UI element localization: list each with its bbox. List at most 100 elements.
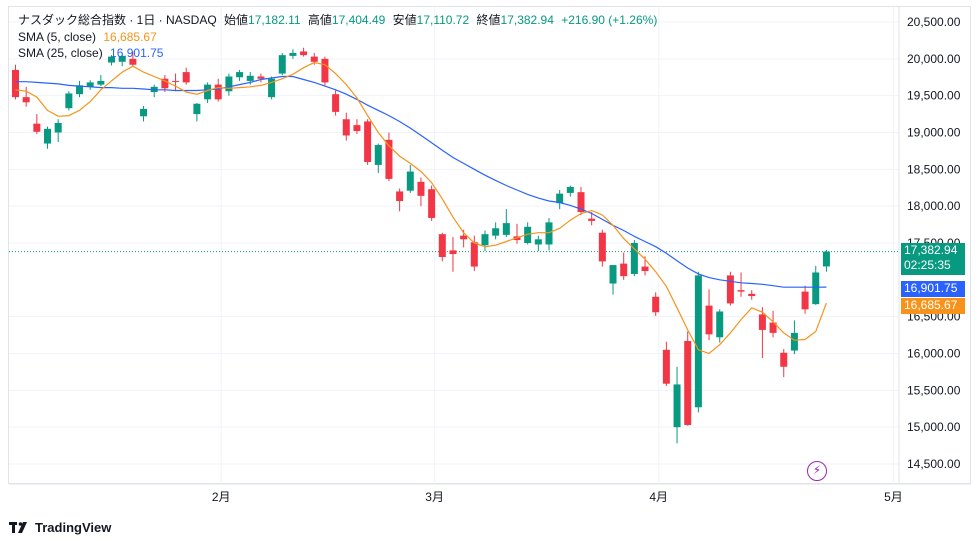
candle-body xyxy=(694,275,702,408)
candle xyxy=(684,331,692,426)
candle-body xyxy=(140,108,148,117)
candle xyxy=(353,119,361,134)
candle-body xyxy=(332,94,340,112)
candle xyxy=(118,54,126,67)
x-tick-label: 5月 xyxy=(884,490,903,504)
candle xyxy=(161,75,169,92)
candle xyxy=(716,309,724,343)
candle xyxy=(396,188,404,212)
legend-high-label: 高値 xyxy=(307,13,332,27)
candle-body xyxy=(716,311,724,338)
candle-body xyxy=(385,139,393,179)
candle-body xyxy=(396,191,404,202)
candle xyxy=(620,252,628,280)
candle-body xyxy=(620,263,628,277)
candle xyxy=(438,232,446,262)
y-tick-label: 14,500.00 xyxy=(907,457,961,471)
candle xyxy=(172,73,180,92)
candle-body xyxy=(204,84,212,100)
candle xyxy=(630,240,638,277)
candle xyxy=(769,310,777,338)
candle-body xyxy=(54,122,62,133)
candle xyxy=(33,114,41,134)
candle xyxy=(726,271,734,306)
legend-high: 17,404.49 xyxy=(331,13,386,27)
candle-body xyxy=(780,352,788,367)
sma5-line xyxy=(15,61,827,355)
candle xyxy=(780,349,788,378)
candle xyxy=(193,103,201,122)
legend-low: 17,110.72 xyxy=(416,13,470,27)
candle xyxy=(86,80,94,90)
candle-body xyxy=(310,56,318,62)
x-tick-label: 3月 xyxy=(425,490,444,504)
lightning-icon[interactable]: ⚡ xyxy=(807,461,827,481)
y-tick-label: 18,000.00 xyxy=(907,199,961,213)
sma-lines xyxy=(15,61,827,355)
candle xyxy=(545,217,553,251)
legend-sma25[interactable]: SMA (25, close) 16,901.75 xyxy=(18,46,167,60)
candle-body xyxy=(630,243,638,274)
candle xyxy=(705,289,713,341)
candle xyxy=(598,229,606,267)
candle-body xyxy=(22,97,30,103)
tradingview-brand[interactable]: TradingView xyxy=(9,520,111,535)
sma25-line xyxy=(15,75,827,288)
candle-body xyxy=(566,187,574,193)
candle xyxy=(652,292,660,316)
candle xyxy=(566,185,574,197)
legend-close: 17,382.94 xyxy=(500,13,554,27)
candle xyxy=(268,76,276,100)
candle-body xyxy=(641,266,649,271)
candle xyxy=(609,265,617,295)
candle-body xyxy=(278,55,286,74)
candle xyxy=(481,230,489,252)
candle xyxy=(790,320,798,355)
candle xyxy=(204,82,212,104)
sma25-label: SMA (25, close) xyxy=(18,46,103,60)
candle xyxy=(502,209,510,238)
candle-body xyxy=(182,72,190,83)
candle xyxy=(694,271,702,413)
candle-body xyxy=(470,242,478,267)
candle xyxy=(524,222,532,245)
candle-body xyxy=(97,80,105,85)
candle-body xyxy=(801,291,809,310)
x-tick-label: 4月 xyxy=(649,490,668,504)
candle xyxy=(22,86,30,107)
candle xyxy=(54,119,62,143)
candle-body xyxy=(236,72,244,78)
candle xyxy=(321,56,329,86)
candle xyxy=(278,52,286,76)
candle-body xyxy=(65,93,73,109)
sma25-price-tag: 16,901.75 xyxy=(901,281,965,297)
candle-body xyxy=(118,55,126,62)
candle xyxy=(214,78,222,102)
candle xyxy=(737,272,745,297)
candle xyxy=(257,73,265,83)
candle-body xyxy=(524,226,532,243)
legend-sma5[interactable]: SMA (5, close) 16,685.67 xyxy=(18,30,161,44)
candle-body xyxy=(492,228,500,236)
candle-body xyxy=(214,84,222,100)
x-tick-label: 2月 xyxy=(212,490,231,504)
candle-body xyxy=(129,58,137,65)
candle-body xyxy=(684,340,692,425)
candle-body xyxy=(790,332,798,351)
tradingview-logo-icon xyxy=(9,521,27,533)
candle-body xyxy=(588,218,596,221)
candle-body xyxy=(502,223,510,235)
candle-body xyxy=(556,193,564,204)
candle-body xyxy=(748,293,756,297)
y-tick-label: 20,500.00 xyxy=(907,15,961,29)
candle xyxy=(364,119,372,165)
candle-body xyxy=(225,76,233,92)
candle xyxy=(97,75,105,87)
y-tick-label: 16,000.00 xyxy=(907,347,961,361)
candle xyxy=(492,222,500,240)
y-tick-label: 15,500.00 xyxy=(907,383,961,397)
sma5-label: SMA (5, close) xyxy=(18,30,97,44)
brand-name: TradingView xyxy=(35,520,112,535)
candle-body xyxy=(662,349,670,384)
